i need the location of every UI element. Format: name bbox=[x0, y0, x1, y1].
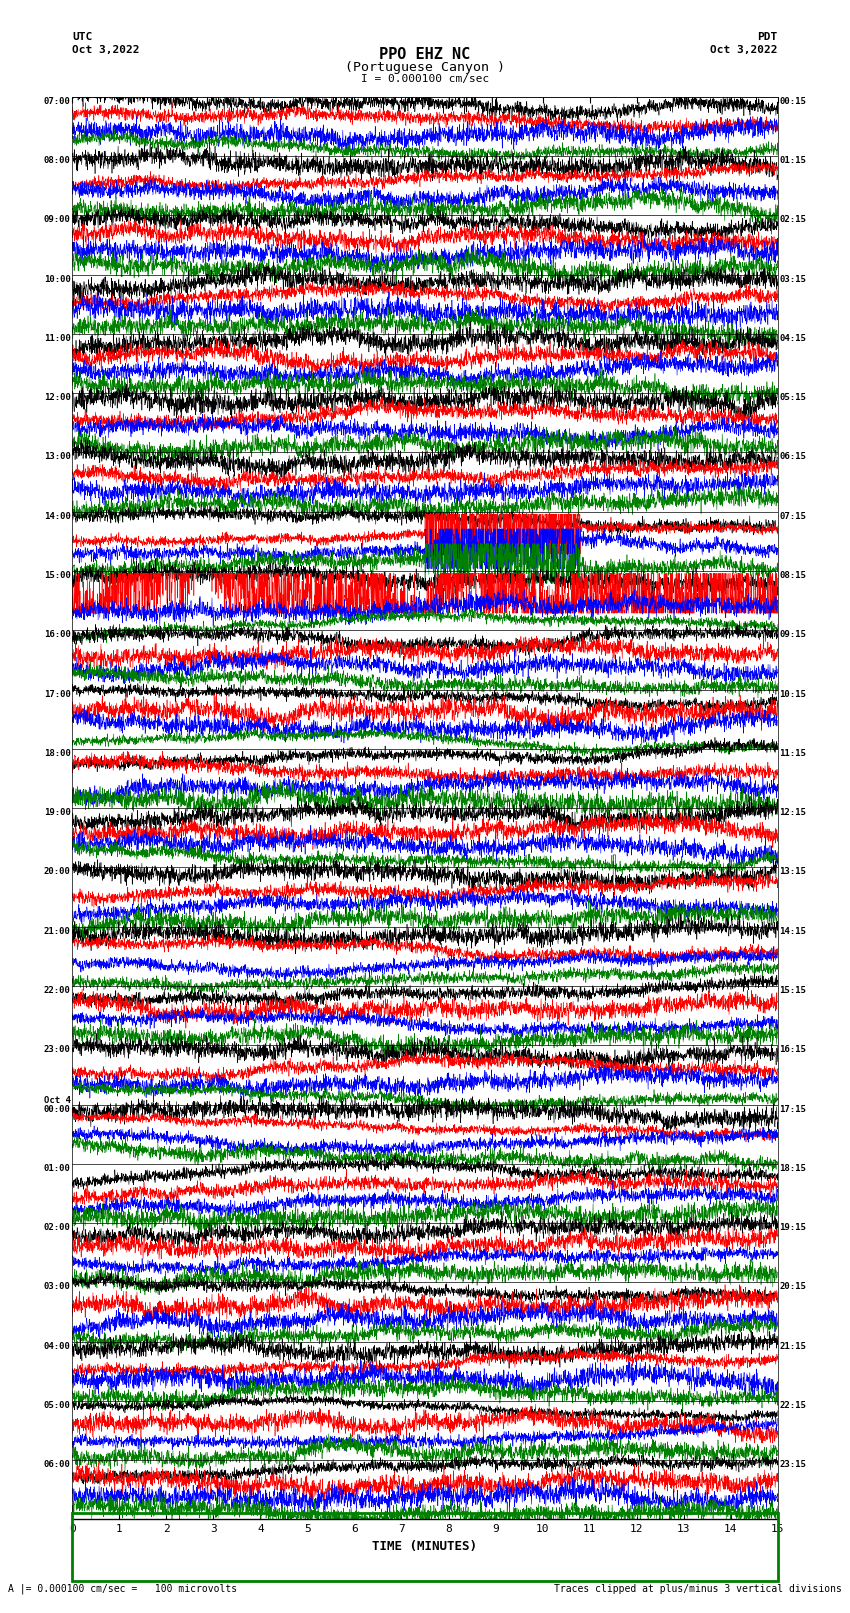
Text: 17:15: 17:15 bbox=[779, 1105, 806, 1113]
Text: 04:00: 04:00 bbox=[44, 1342, 71, 1350]
Text: 19:00: 19:00 bbox=[44, 808, 71, 818]
Text: 23:15: 23:15 bbox=[779, 1460, 806, 1469]
Text: Traces clipped at plus/minus 3 vertical divisions: Traces clipped at plus/minus 3 vertical … bbox=[553, 1584, 842, 1594]
Text: Oct 3,2022: Oct 3,2022 bbox=[72, 45, 139, 55]
Text: 00:00: 00:00 bbox=[44, 1105, 71, 1113]
Text: 20:15: 20:15 bbox=[779, 1282, 806, 1292]
Text: Oct 3,2022: Oct 3,2022 bbox=[711, 45, 778, 55]
Text: PDT: PDT bbox=[757, 32, 778, 42]
Text: 11:15: 11:15 bbox=[779, 748, 806, 758]
Text: 08:15: 08:15 bbox=[779, 571, 806, 581]
Text: 01:15: 01:15 bbox=[779, 156, 806, 165]
Text: 21:00: 21:00 bbox=[44, 926, 71, 936]
Text: (Portuguese Canyon ): (Portuguese Canyon ) bbox=[345, 61, 505, 74]
Text: 15:00: 15:00 bbox=[44, 571, 71, 581]
Text: UTC: UTC bbox=[72, 32, 93, 42]
X-axis label: TIME (MINUTES): TIME (MINUTES) bbox=[372, 1540, 478, 1553]
Text: 12:00: 12:00 bbox=[44, 394, 71, 402]
Text: 05:15: 05:15 bbox=[779, 394, 806, 402]
Text: 14:00: 14:00 bbox=[44, 511, 71, 521]
Text: PPO EHZ NC: PPO EHZ NC bbox=[379, 47, 471, 61]
Text: 22:15: 22:15 bbox=[779, 1400, 806, 1410]
Text: 10:00: 10:00 bbox=[44, 274, 71, 284]
Text: 07:15: 07:15 bbox=[779, 511, 806, 521]
Text: 16:15: 16:15 bbox=[779, 1045, 806, 1055]
Text: 13:00: 13:00 bbox=[44, 453, 71, 461]
Text: 04:15: 04:15 bbox=[779, 334, 806, 344]
Text: 13:15: 13:15 bbox=[779, 868, 806, 876]
Text: 07:00: 07:00 bbox=[44, 97, 71, 106]
Text: 21:15: 21:15 bbox=[779, 1342, 806, 1350]
Text: 18:00: 18:00 bbox=[44, 748, 71, 758]
Text: 11:00: 11:00 bbox=[44, 334, 71, 344]
Text: 17:00: 17:00 bbox=[44, 690, 71, 698]
Text: 16:00: 16:00 bbox=[44, 631, 71, 639]
Text: 18:15: 18:15 bbox=[779, 1165, 806, 1173]
Text: 03:15: 03:15 bbox=[779, 274, 806, 284]
Text: 10:15: 10:15 bbox=[779, 690, 806, 698]
Text: 09:15: 09:15 bbox=[779, 631, 806, 639]
Text: 09:00: 09:00 bbox=[44, 215, 71, 224]
Text: 15:15: 15:15 bbox=[779, 986, 806, 995]
Text: 01:00: 01:00 bbox=[44, 1165, 71, 1173]
Text: 20:00: 20:00 bbox=[44, 868, 71, 876]
Text: 06:15: 06:15 bbox=[779, 453, 806, 461]
Text: A |= 0.000100 cm/sec =   100 microvolts: A |= 0.000100 cm/sec = 100 microvolts bbox=[8, 1582, 238, 1594]
Text: 23:00: 23:00 bbox=[44, 1045, 71, 1055]
Text: 22:00: 22:00 bbox=[44, 986, 71, 995]
Text: 03:00: 03:00 bbox=[44, 1282, 71, 1292]
Text: 05:00: 05:00 bbox=[44, 1400, 71, 1410]
Text: 14:15: 14:15 bbox=[779, 926, 806, 936]
Text: 12:15: 12:15 bbox=[779, 808, 806, 818]
Text: Oct 4: Oct 4 bbox=[44, 1095, 71, 1105]
Text: I = 0.000100 cm/sec: I = 0.000100 cm/sec bbox=[361, 74, 489, 84]
Text: 19:15: 19:15 bbox=[779, 1223, 806, 1232]
Text: 02:15: 02:15 bbox=[779, 215, 806, 224]
Text: 08:00: 08:00 bbox=[44, 156, 71, 165]
Text: 00:15: 00:15 bbox=[779, 97, 806, 106]
Text: 06:00: 06:00 bbox=[44, 1460, 71, 1469]
Text: 02:00: 02:00 bbox=[44, 1223, 71, 1232]
